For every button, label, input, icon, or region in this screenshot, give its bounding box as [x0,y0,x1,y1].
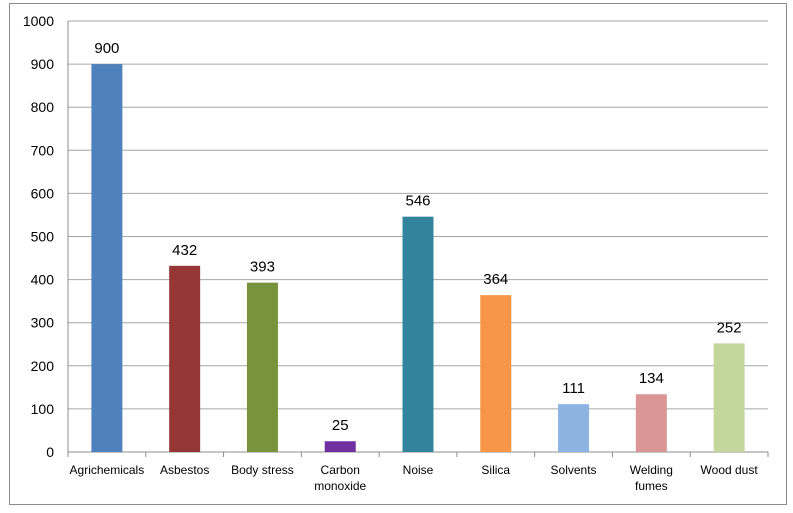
y-tick-label: 100 [31,401,55,417]
bar [246,282,278,452]
bar [402,216,434,452]
category-label: fumes [635,479,668,493]
data-label: 432 [172,242,197,259]
y-tick-label: 1000 [23,13,54,29]
category-label: Wood dust [701,463,759,477]
y-tick-label: 400 [31,272,55,288]
bar [558,404,590,452]
data-label: 252 [717,319,742,336]
category-label: Welding [630,463,673,477]
bar [635,394,667,452]
category-label: Noise [403,463,434,477]
data-label: 111 [562,380,585,397]
y-tick-label: 900 [31,56,55,72]
category-label: Agrichemicals [70,463,145,477]
data-label: 393 [250,259,275,276]
y-tick-label: 0 [46,444,54,460]
data-label: 25 [332,417,349,434]
category-label: Body stress [231,463,294,477]
data-label: 900 [94,40,119,57]
category-label: monoxide [314,479,366,493]
y-tick-label: 200 [31,358,55,374]
category-label: Solvents [551,463,597,477]
y-tick-label: 500 [31,229,55,245]
y-tick-label: 800 [31,99,55,115]
data-label: 546 [405,193,430,210]
bar [91,64,123,452]
y-tick-label: 600 [31,185,55,201]
bar [169,265,201,452]
category-label: Carbon [321,463,360,477]
bar [713,343,745,452]
data-label: 364 [483,271,508,288]
bar [324,441,356,452]
data-label: 134 [639,370,664,387]
y-tick-label: 300 [31,315,55,331]
y-tick-label: 700 [31,142,55,158]
category-label: Silica [481,463,510,477]
category-label: Asbestos [160,463,209,477]
bar [480,295,512,452]
